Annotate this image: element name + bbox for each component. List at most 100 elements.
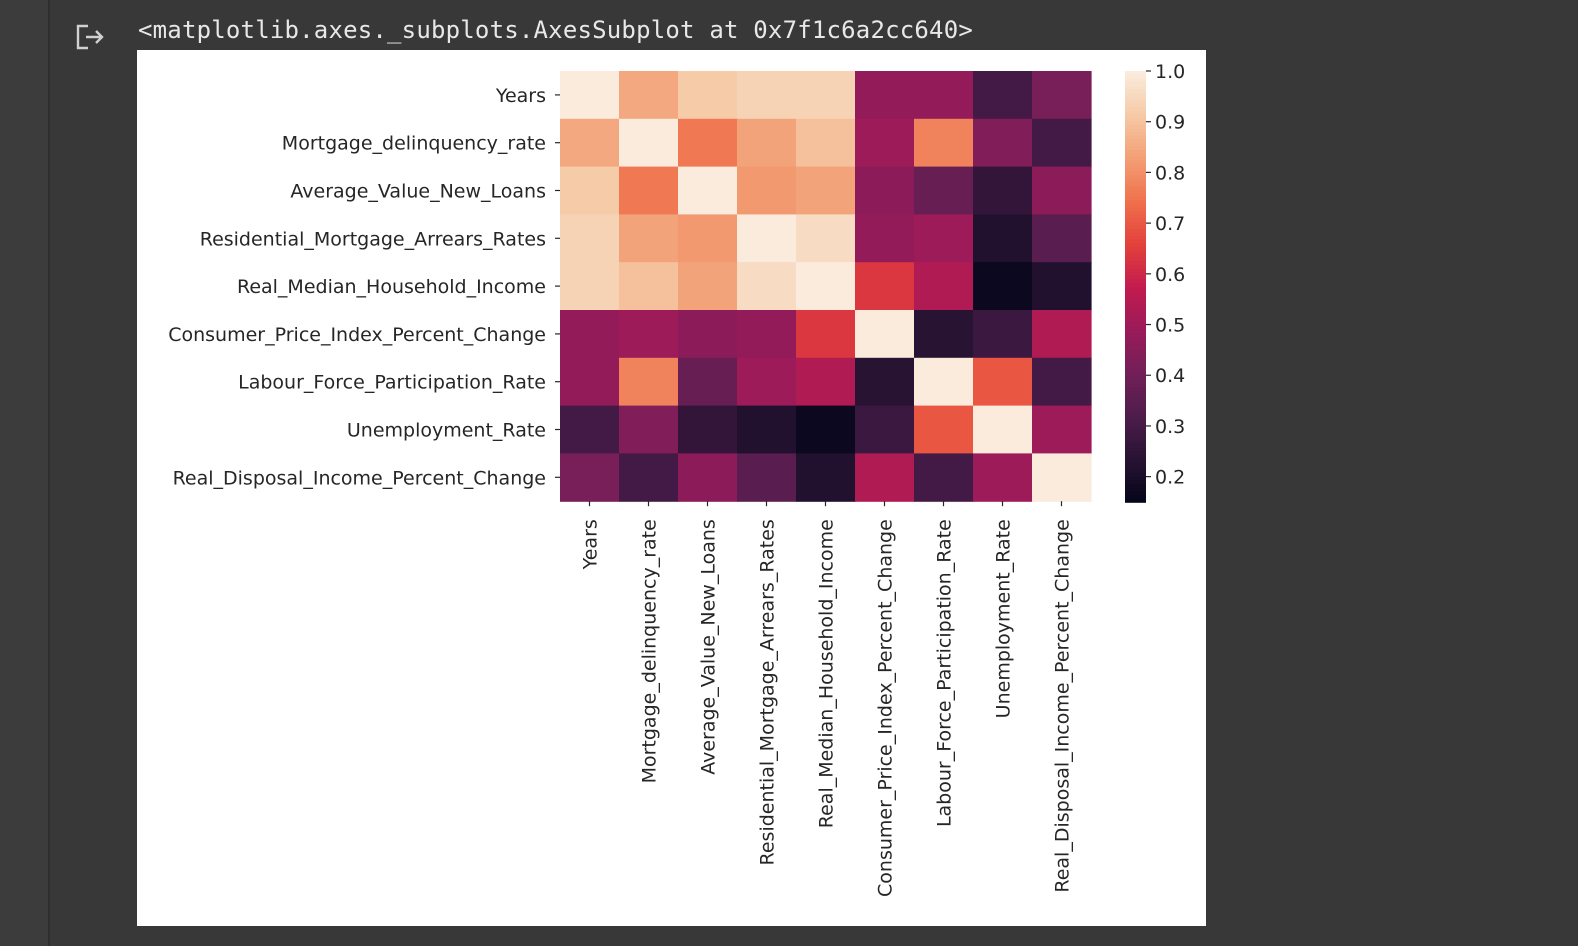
colorbar-strip <box>1125 88 1146 94</box>
colorbar-strip <box>1125 250 1146 255</box>
colorbar-strip <box>1125 167 1146 173</box>
colorbar-strip <box>1125 99 1146 105</box>
colorbar-strip <box>1125 469 1146 475</box>
colorbar-strip <box>1125 103 1146 108</box>
colorbar-strip <box>1125 96 1146 101</box>
y-tick-label: Mortgage_delinquency_rate <box>282 133 546 155</box>
y-tick-label: Consumer_Price_Index_Percent_Change <box>168 324 546 346</box>
heatmap-cell <box>796 118 856 168</box>
colorbar-strip <box>1125 326 1146 331</box>
heatmap-cell <box>855 166 915 215</box>
colorbar-strip <box>1125 293 1146 299</box>
heatmap-cell <box>973 310 1033 359</box>
colorbar-strip <box>1125 81 1146 87</box>
heatmap-cell <box>796 310 856 359</box>
heatmap-cell <box>914 310 974 359</box>
colorbar-strip <box>1125 124 1146 130</box>
heatmap-cell <box>796 453 856 502</box>
colorbar-strip <box>1125 157 1146 162</box>
colorbar-strip <box>1125 372 1146 378</box>
colorbar-strip <box>1125 300 1146 306</box>
colorbar-strip <box>1125 473 1146 478</box>
heatmap-cell <box>737 214 797 263</box>
colorbar-strip <box>1125 193 1146 198</box>
heatmap-cell <box>619 262 679 311</box>
colorbar-strip <box>1125 185 1146 191</box>
heatmap-cell <box>560 118 620 168</box>
heatmap-cell <box>914 71 974 120</box>
colorbar-tick-label: 0.5 <box>1155 315 1185 337</box>
heatmap-cell <box>796 214 856 263</box>
heatmap-cell <box>973 357 1033 407</box>
heatmap-cell <box>796 71 856 120</box>
colorbar-strip <box>1125 430 1146 435</box>
heatmap-cell <box>914 214 974 263</box>
colorbar-strip <box>1125 232 1146 238</box>
x-tick-label: Consumer_Price_Index_Percent_Change <box>875 519 897 897</box>
colorbar-strip <box>1125 214 1146 220</box>
x-tick-label: Average_Value_New_Loans <box>698 519 720 775</box>
colorbar-strip <box>1125 451 1146 457</box>
colorbar-strip <box>1125 146 1146 151</box>
colorbar-strip <box>1125 376 1146 381</box>
colorbar-strip <box>1125 462 1146 467</box>
heatmap-cell <box>560 310 620 359</box>
colorbar-strip <box>1125 182 1146 187</box>
heatmap-cell <box>855 118 915 168</box>
colorbar-strip <box>1125 74 1146 79</box>
heatmap-cell <box>678 405 738 454</box>
colorbar-strip <box>1125 243 1146 248</box>
colorbar-strip <box>1125 196 1146 202</box>
heatmap-cell <box>619 357 679 407</box>
x-tick-label: Real_Disposal_Income_Percent_Change <box>1052 519 1074 892</box>
colorbar-strip <box>1125 304 1146 309</box>
colorbar-strip <box>1125 444 1146 449</box>
output-repr-text: <matplotlib.axes._subplots.AxesSubplot a… <box>138 16 974 44</box>
heatmap-cell <box>560 71 620 120</box>
colorbar-tick-label: 0.3 <box>1155 416 1185 438</box>
colorbar-strip <box>1125 458 1146 464</box>
colorbar-strip <box>1125 440 1146 446</box>
y-tick-label: Unemployment_Rate <box>347 420 546 442</box>
colorbar-strip <box>1125 329 1146 334</box>
colorbar-tick-label: 0.4 <box>1155 365 1185 387</box>
colorbar-strip <box>1125 383 1146 388</box>
y-tick-label: Residential_Mortgage_Arrears_Rates <box>200 228 546 250</box>
y-tick-label: Real_Disposal_Income_Percent_Change <box>173 467 546 489</box>
heatmap-cell <box>678 453 738 502</box>
x-tick-label: Residential_Mortgage_Arrears_Rates <box>757 519 779 865</box>
colorbar-strip <box>1125 487 1146 493</box>
colorbar-strip <box>1125 297 1146 302</box>
colorbar-strip <box>1125 369 1146 374</box>
colorbar-strip <box>1125 433 1146 439</box>
colorbar-strip <box>1125 437 1146 442</box>
colorbar-strip <box>1125 117 1146 123</box>
colorbar-strip <box>1125 282 1146 288</box>
colorbar-strip <box>1125 419 1146 424</box>
heatmap-cell <box>619 118 679 168</box>
colorbar-strip <box>1125 351 1146 356</box>
colorbar-strip <box>1125 466 1146 471</box>
heatmap-cell <box>973 166 1033 215</box>
colorbar-strip <box>1125 246 1146 252</box>
heatmap-cell <box>796 262 856 311</box>
heatmap-cell <box>619 166 679 215</box>
output-action-icon[interactable] <box>74 22 108 52</box>
colorbar-strip <box>1125 491 1146 496</box>
colorbar-strip <box>1125 211 1146 216</box>
colorbar-strip <box>1125 448 1146 453</box>
colorbar-strip <box>1125 229 1146 234</box>
heatmap-cell <box>973 453 1033 502</box>
colorbar-strip <box>1125 494 1146 500</box>
heatmap-cell <box>560 166 620 215</box>
colorbar-strip <box>1125 139 1146 144</box>
colorbar-strip <box>1125 160 1146 166</box>
colorbar-strip <box>1125 225 1146 230</box>
colorbar-strip <box>1125 343 1146 349</box>
colorbar-tick-label: 0.7 <box>1155 213 1185 235</box>
heatmap-cell <box>619 214 679 263</box>
colorbar-strip <box>1125 415 1146 421</box>
colorbar-strip <box>1125 114 1146 119</box>
heatmap-cell <box>914 453 974 502</box>
colorbar-strip <box>1125 203 1146 209</box>
